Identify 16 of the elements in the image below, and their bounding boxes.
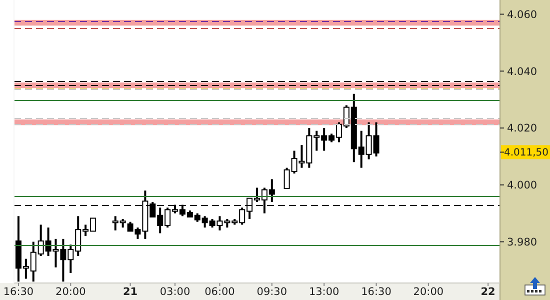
x-tick-label: 16:30: [361, 286, 392, 298]
y-tick-label: 3.980: [507, 236, 538, 248]
x-tick-label: 03:00: [160, 286, 190, 298]
x-tick-label: 20:00: [413, 286, 444, 298]
y-tick-label: 4.000: [507, 180, 538, 192]
x-tick-label: 06:00: [204, 286, 235, 298]
x-tick-label: 09:30: [256, 286, 288, 298]
x-tick-label: 22: [480, 286, 496, 298]
x-tick-label: 13:00: [308, 286, 340, 298]
y-tick-label: 4.040: [507, 66, 538, 78]
x-tick-label: 16:30: [3, 286, 34, 298]
x-tick-label: 20:00: [56, 286, 86, 298]
y-tick-label: 4.020: [507, 122, 538, 135]
text: 4.011,50: [504, 148, 549, 159]
y-tick-label: 4.060: [507, 8, 538, 21]
x-tick-label: 21: [122, 286, 138, 298]
